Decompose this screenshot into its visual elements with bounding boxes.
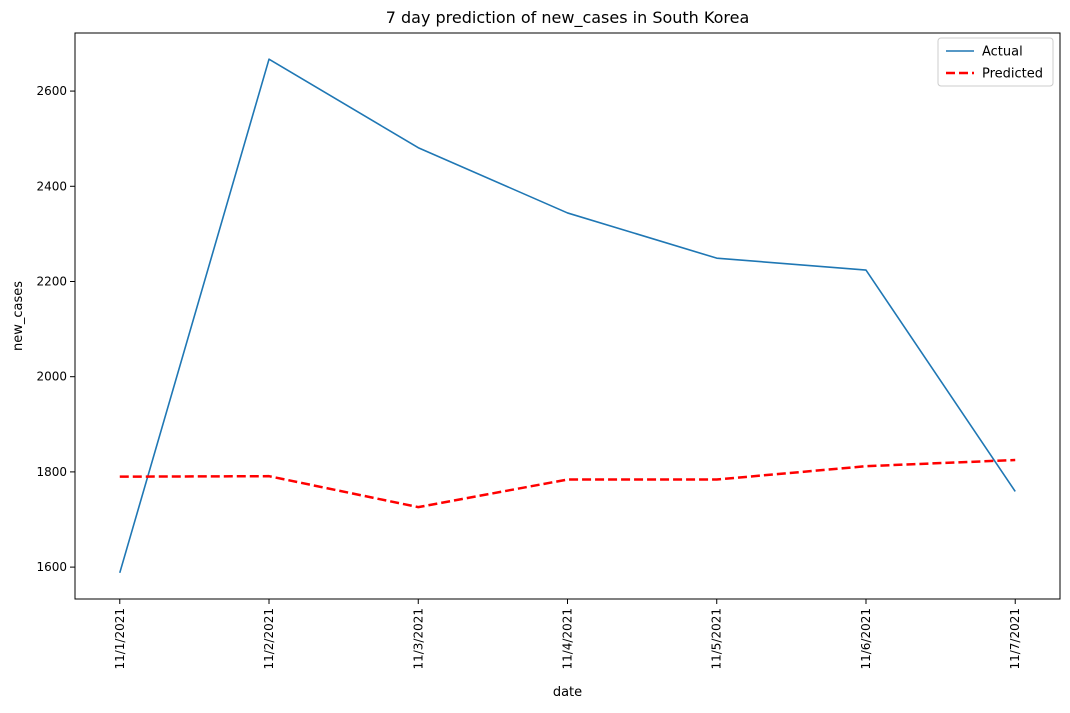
x-tick-label: 11/2/2021 <box>262 608 276 670</box>
x-tick-label: 11/6/2021 <box>859 608 873 670</box>
x-tick-label: 11/1/2021 <box>113 608 127 670</box>
plot-frame <box>75 33 1060 599</box>
legend-label-predicted: Predicted <box>982 67 1043 82</box>
x-axis: 11/1/2021 11/2/2021 11/3/2021 11/4/2021 11/5… <box>113 599 1022 670</box>
series-line-predicted <box>120 460 1015 507</box>
legend: Actual Predicted <box>938 38 1053 86</box>
plot-area <box>75 33 1060 599</box>
y-axis: 1600 1800 2000 2200 2400 2600 <box>36 84 75 574</box>
legend-label-actual: Actual <box>982 45 1023 60</box>
x-tick-label: 11/5/2021 <box>710 608 724 670</box>
y-tick-label: 2000 <box>36 370 67 384</box>
y-tick-label: 2400 <box>36 179 67 193</box>
y-tick-label: 2600 <box>36 84 67 98</box>
x-tick-label: 11/4/2021 <box>561 608 575 670</box>
x-axis-label: date <box>553 685 582 700</box>
chart-title: 7 day prediction of new_cases in South K… <box>386 8 750 28</box>
x-tick-label: 11/7/2021 <box>1008 608 1022 670</box>
y-axis-label: new_cases <box>11 281 26 351</box>
series-layer <box>120 59 1016 573</box>
y-tick-label: 2200 <box>36 274 67 288</box>
y-tick-label: 1600 <box>36 560 67 574</box>
x-tick-label: 11/3/2021 <box>411 608 425 670</box>
series-line-actual <box>120 59 1015 573</box>
y-tick-label: 1800 <box>36 465 67 479</box>
